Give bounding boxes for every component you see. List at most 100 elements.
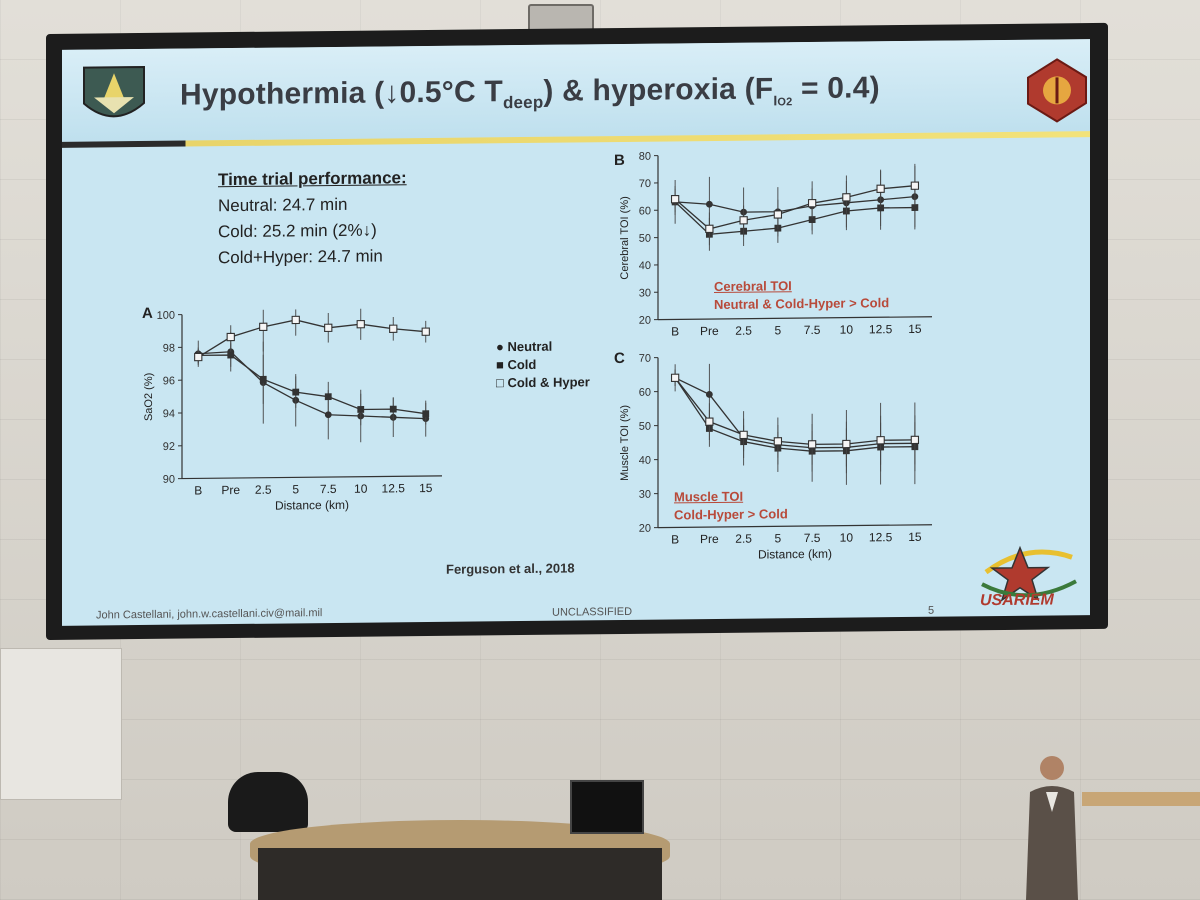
y-tick-label: 94 [163, 408, 175, 420]
y-tick-label: 92 [163, 441, 175, 453]
y-tick-label: 98 [163, 342, 175, 354]
x-tick-label: 12.5 [382, 481, 406, 495]
y-tick-label: 50 [639, 421, 651, 433]
data-point-coldhyper [324, 323, 333, 332]
y-tick-label: 20 [639, 523, 651, 535]
legend-coldhyper: □ Cold & Hyper [496, 374, 590, 391]
cerebral-annotation-title: Cerebral TOI [714, 278, 792, 295]
panel-label-c: C [614, 349, 625, 368]
chart-panel-a: 90 92 94 96 98 100 B Pre 2.5 5 7.5 10 12.5 15 SaO2 (%)… [143, 307, 442, 513]
data-point-neutral [324, 411, 332, 419]
data-point-coldhyper [705, 224, 714, 234]
x-tick-label: 12.5 [869, 322, 893, 336]
y-tick-label: 80 [639, 151, 651, 163]
series-line [674, 377, 915, 449]
data-point-coldhyper [807, 440, 817, 449]
slide-title: Hypothermia (↓0.5°C Tdeep) & hyperoxia (… [180, 71, 880, 113]
x-tick-label: B [671, 324, 679, 338]
y-tick-label: 40 [639, 260, 651, 272]
data-point-coldhyper [910, 181, 920, 190]
data-point-coldhyper [421, 327, 430, 336]
office-chair [228, 772, 308, 832]
x-tick-label: 5 [775, 531, 782, 545]
footer-author: John Castellani, john.w.castellani.civ@m… [96, 607, 323, 622]
y-tick-label: 30 [639, 489, 651, 501]
muscle-annotation-title: Muscle TOI [674, 488, 744, 505]
usariem-wordmark: USARIEM [980, 591, 1054, 610]
data-point-coldhyper [291, 315, 300, 325]
y-tick-label: 60 [639, 205, 651, 217]
cerebral-annotation-text: Neutral & Cold-Hyper > Cold [714, 295, 890, 313]
data-point-cold [227, 351, 235, 359]
y-tick-label: 20 [639, 315, 651, 327]
panel-label-b: B [614, 151, 625, 170]
wall-panel [0, 648, 122, 800]
x-tick-label: 15 [908, 530, 922, 544]
series-line [198, 354, 426, 415]
x-tick-label: B [671, 532, 679, 546]
data-point-coldhyper [739, 216, 748, 225]
chart-panel-c: 20 30 40 50 60 70 B Pre 2.5 5 7.5 10 12.5 15 Muscle TO… [619, 353, 932, 562]
data-point-cold [389, 405, 397, 413]
series-line [674, 185, 915, 230]
data-point-cold [324, 393, 332, 401]
chart-panel-b: 20 30 40 50 60 70 80 B Pre 2.5 5 7.5 10 12.5 15 Cerebra… [619, 151, 932, 338]
y-tick-label: 70 [639, 178, 651, 190]
y-tick-label: 60 [639, 387, 651, 399]
data-point-cold [259, 375, 267, 383]
data-point-cold [877, 204, 885, 212]
y-tick-label: 96 [163, 375, 175, 387]
y-tick-label: 100 [157, 310, 175, 322]
legend-cold: ■ Cold [496, 356, 537, 373]
data-point-coldhyper [842, 439, 851, 449]
x-tick-label: 10 [354, 482, 368, 496]
unit-crest-logo [83, 65, 145, 118]
y-tick-label: 90 [163, 474, 175, 486]
x-axis [658, 524, 932, 529]
usariem-logo [981, 545, 1077, 602]
y-tick-label: 70 [639, 353, 651, 365]
data-point-coldhyper [807, 198, 817, 208]
x-axis [658, 316, 932, 321]
series-line [674, 377, 915, 452]
series-line [198, 351, 426, 420]
muscle-annotation-text: Cold-Hyper > Cold [674, 506, 788, 523]
data-point-coldhyper [194, 352, 203, 362]
data-point-coldhyper [773, 437, 783, 446]
x-tick-label: 7.5 [804, 531, 821, 545]
data-point-coldhyper [842, 193, 851, 202]
y-axis-label: SaO2 (%) [143, 373, 155, 421]
data-point-coldhyper [876, 436, 885, 445]
side-table [1082, 792, 1200, 806]
x-tick-label: 2.5 [735, 532, 752, 546]
y-axis-label: Cerebral TOI (%) [619, 196, 631, 279]
time-trial-heading: Time trial performance: [218, 168, 407, 190]
data-point-cold [292, 388, 300, 396]
x-tick-label: Pre [221, 483, 240, 497]
x-tick-label: 2.5 [255, 483, 272, 497]
x-tick-label: 10 [840, 531, 854, 545]
data-point-coldhyper [876, 184, 885, 193]
data-point-coldhyper [910, 435, 920, 445]
medical-insignia-logo [1027, 58, 1087, 123]
data-point-neutral [705, 391, 713, 398]
x-axis-label: Distance (km) [275, 498, 349, 513]
x-tick-label: 15 [419, 481, 433, 495]
x-tick-label: Pre [700, 532, 719, 546]
series-line [674, 377, 915, 446]
x-tick-label: 10 [840, 323, 854, 337]
data-point-cold [422, 410, 430, 418]
x-tick-label: 15 [908, 322, 922, 336]
data-point-cold [911, 204, 919, 212]
data-point-coldhyper [226, 332, 235, 342]
legend-neutral: ● Neutral [496, 338, 553, 355]
time-trial-cold: Cold: 25.2 min (2%↓) [218, 220, 377, 242]
data-point-cold [357, 406, 365, 413]
presentation-slide: Hypothermia (↓0.5°C Tdeep) & hyperoxia (… [62, 39, 1090, 626]
x-axis [182, 475, 442, 480]
presenter-figure [1026, 756, 1078, 900]
series-line [197, 319, 426, 358]
y-tick-label: 30 [639, 287, 651, 299]
page-number: 5 [928, 604, 935, 617]
data-point-coldhyper [356, 319, 365, 329]
